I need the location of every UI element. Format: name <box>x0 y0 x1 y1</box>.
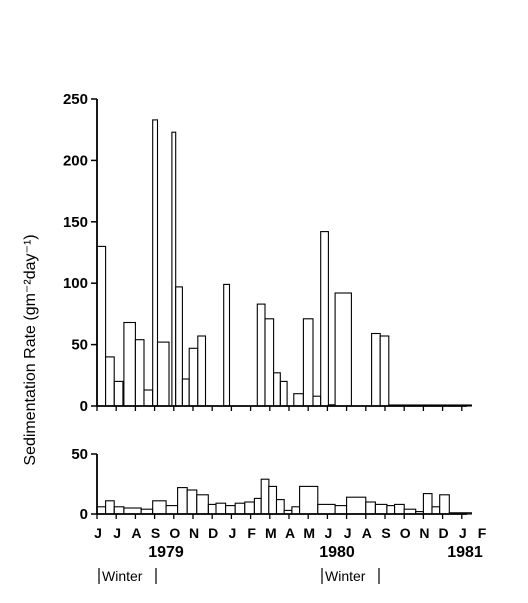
year-labels: 1979 1980 1981 <box>148 544 483 561</box>
lower-bar-23 <box>334 505 348 515</box>
upper-bar-7 <box>156 341 170 407</box>
month-label-8: F <box>247 525 256 541</box>
month-label-16: O <box>400 525 411 541</box>
upper-bar-11 <box>188 347 199 407</box>
upper-bar-24 <box>371 332 381 407</box>
year-label-1980: 1980 <box>319 544 355 561</box>
y-axis-title: Sedimentation Rate (gm⁻²day⁻¹) <box>22 234 39 465</box>
upper-bar-4 <box>134 339 145 407</box>
lower-bar-9 <box>196 494 209 515</box>
lower-bar-25 <box>365 501 376 515</box>
lower-bar-24 <box>346 496 367 515</box>
upper-y-tick-label-4: 200 <box>63 152 88 169</box>
lower-bar-12 <box>225 505 236 515</box>
winter-markers: Winter Winter <box>98 568 380 584</box>
upper-y-tick-label-1: 50 <box>71 337 88 354</box>
winter-1979-label: Winter <box>102 568 143 584</box>
lower-bar-11 <box>215 502 227 515</box>
month-label-5: N <box>189 525 199 541</box>
upper-panel: 0 50 100 150 200 250 <box>63 91 472 415</box>
month-label-15: S <box>381 525 390 541</box>
upper-bar-1 <box>105 356 115 407</box>
upper-bar-13 <box>223 283 231 407</box>
month-label-12: J <box>325 525 333 541</box>
upper-bar-14 <box>256 303 266 407</box>
month-label-2: A <box>131 525 141 541</box>
lower-bar-14 <box>244 501 255 515</box>
lower-bar-18 <box>275 499 285 515</box>
lower-bar-5 <box>152 500 167 515</box>
upper-y-tick-label-3: 150 <box>63 214 88 231</box>
month-label-14: A <box>362 525 372 541</box>
upper-bar-5 <box>143 389 154 407</box>
upper-bar-3 <box>123 321 136 407</box>
month-label-20: F <box>478 525 487 541</box>
lower-bar-0 <box>96 506 107 515</box>
month-label-18: D <box>439 525 449 541</box>
upper-bar-19 <box>302 318 314 407</box>
month-label-17: N <box>419 525 429 541</box>
lower-panel: 0 50 <box>71 446 472 523</box>
month-label-11: M <box>303 525 315 541</box>
lower-bar-7 <box>177 487 188 515</box>
month-label-4: O <box>169 525 180 541</box>
lower-y-tick-label-1: 50 <box>71 446 88 463</box>
month-label-13: J <box>344 525 352 541</box>
upper-bar-18 <box>293 393 304 407</box>
upper-bar-0 <box>96 245 107 407</box>
lower-bar-8 <box>186 489 198 515</box>
upper-bar-23 <box>334 292 352 407</box>
upper-bar-25 <box>379 335 390 407</box>
upper-bar-21 <box>320 231 329 407</box>
upper-bar-6 <box>152 119 159 407</box>
upper-y-tick-label-5: 250 <box>63 91 88 108</box>
upper-bar-9 <box>175 286 183 407</box>
lower-bar-27 <box>386 505 396 515</box>
lower-bar-6 <box>165 505 179 515</box>
lower-bar-32 <box>431 506 441 515</box>
month-label-10: A <box>285 525 295 541</box>
lower-bar-10 <box>207 503 217 515</box>
upper-bar-8 <box>171 131 177 407</box>
month-label-7: J <box>229 525 237 541</box>
upper-bar-12 <box>197 335 207 407</box>
lower-bar-26 <box>374 503 388 515</box>
lower-bar-31 <box>422 493 433 515</box>
lower-bar-1 <box>105 500 115 515</box>
lower-bar-22 <box>317 503 336 515</box>
year-label-1981: 1981 <box>447 544 483 561</box>
upper-y-tick-label-2: 100 <box>63 275 88 292</box>
winter-1980-label: Winter <box>325 568 366 584</box>
lower-y-tick-label-0: 0 <box>80 506 88 523</box>
month-label-6: D <box>208 525 218 541</box>
month-label-19: J <box>459 525 467 541</box>
lower-bar-33 <box>439 494 450 515</box>
lower-bar-2 <box>113 506 125 515</box>
upper-bar-10 <box>181 378 190 407</box>
upper-bar-17 <box>279 380 288 407</box>
month-label-1: J <box>113 525 121 541</box>
lower-bar-17 <box>268 485 278 515</box>
upper-bar-16 <box>273 372 281 407</box>
upper-bar-20 <box>312 395 322 407</box>
lower-bar-28 <box>394 503 405 515</box>
lower-bar-16 <box>260 478 270 515</box>
upper-y-tick-label-0: 0 <box>80 398 88 415</box>
lower-bar-21 <box>299 485 319 515</box>
lower-bar-15 <box>253 497 262 515</box>
lower-bar-20 <box>291 506 301 515</box>
upper-bar-2 <box>113 380 124 407</box>
lower-bar-13 <box>234 502 246 515</box>
month-label-0: J <box>94 525 102 541</box>
month-label-3: S <box>151 525 160 541</box>
upper-bar-15 <box>264 318 275 407</box>
month-label-9: M <box>265 525 277 541</box>
year-label-1979: 1979 <box>148 544 184 561</box>
